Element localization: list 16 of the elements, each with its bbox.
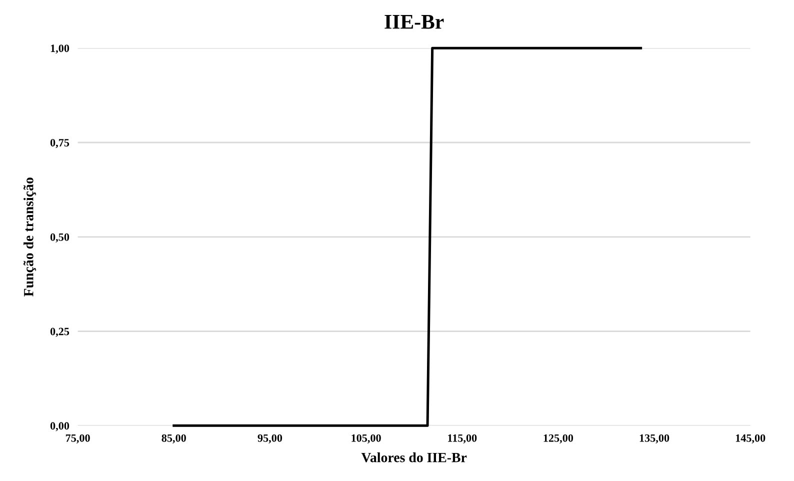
x-tick-label: 85,00 [162,434,186,444]
y-tick-label: 0,50 [50,233,70,242]
y-tick-label: 0,00 [50,422,70,432]
x-tick-label: 135,00 [640,434,670,444]
x-tick-label: 105,00 [352,434,381,444]
x-tick-label: 115,00 [448,434,477,444]
x-tick-label: 75,00 [66,434,90,444]
x-tick-label: 95,00 [258,434,282,444]
x-tick-label: 145,00 [736,434,766,444]
y-axis-title: Função de transição [24,178,36,296]
y-tick-label: 0,25 [50,328,70,337]
y-tick-label: 0,75 [50,138,70,148]
x-axis-title: Valores do IIE-Br [361,452,467,462]
x-tick-label: 125,00 [544,434,574,444]
chart-title: IIE-Br [384,15,444,29]
y-tick-label: 1,00 [50,44,70,54]
